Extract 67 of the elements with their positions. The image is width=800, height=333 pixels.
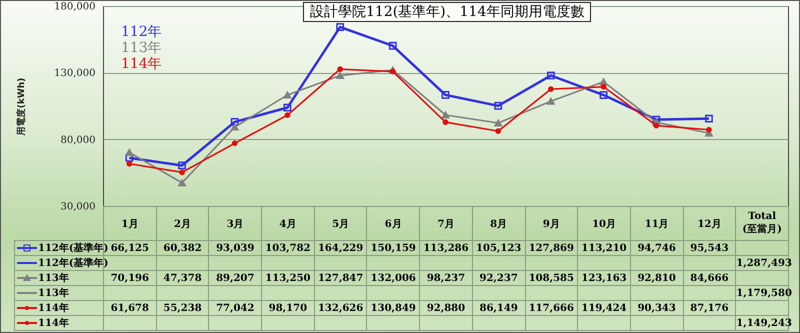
data-label: 87,176 bbox=[683, 300, 736, 316]
data-label: 70,196 bbox=[104, 270, 156, 286]
annotation: 112年 bbox=[121, 23, 162, 40]
data-label: 94,746 bbox=[630, 240, 684, 256]
data-label: 123,163 bbox=[578, 270, 630, 286]
text: Total (至當月) bbox=[736, 206, 788, 240]
data-label: 103,782 bbox=[262, 240, 314, 256]
data-label: 150,159 bbox=[366, 240, 420, 256]
annotation: 113年 bbox=[121, 39, 162, 56]
data-label: 89,207 bbox=[208, 270, 262, 286]
legend-label: 113年 bbox=[38, 273, 69, 284]
data-label: 60,382 bbox=[156, 240, 209, 256]
data-label: 92,880 bbox=[420, 300, 472, 316]
data-label: 132,006 bbox=[366, 270, 420, 286]
y-tick-label: 80,000 bbox=[60, 134, 96, 146]
text: 114年 bbox=[38, 318, 69, 329]
data-label: 119,424 bbox=[578, 300, 630, 316]
x-tick-label: 3月 bbox=[208, 206, 262, 240]
y-axis-title: 用電度(kWh) bbox=[16, 78, 28, 136]
y-tick-label: 30,000 bbox=[60, 202, 96, 212]
data-label: 93,039 bbox=[208, 240, 262, 256]
data-label: 77,042 bbox=[208, 300, 262, 316]
x-tick-label: 4月 bbox=[262, 206, 314, 240]
y-tick-label: 130,000 bbox=[54, 68, 96, 80]
data-label: 55,238 bbox=[156, 300, 209, 316]
data-label: 113,250 bbox=[262, 270, 314, 286]
x-tick-label: 5月 bbox=[314, 206, 367, 240]
text: 1,179,580 bbox=[736, 286, 792, 300]
data-label: 95,543 bbox=[683, 240, 736, 256]
x-tick-label: 9月 bbox=[525, 206, 578, 240]
data-label: 113,210 bbox=[578, 240, 630, 256]
data-label: 164,229 bbox=[314, 240, 367, 256]
data-label: 132,626 bbox=[314, 300, 367, 316]
x-tick-label: 8月 bbox=[472, 206, 525, 240]
legend-label: 114年 bbox=[38, 303, 69, 314]
x-tick-label: 11月 bbox=[630, 206, 684, 240]
data-label: 92,237 bbox=[472, 270, 525, 286]
x-tick-label: 12月 bbox=[683, 206, 736, 240]
data-label: 84,666 bbox=[683, 270, 736, 286]
x-tick-label: 6月 bbox=[366, 206, 420, 240]
x-tick-label: 1月 bbox=[104, 206, 156, 240]
data-label: 108,585 bbox=[525, 270, 578, 286]
annotation: 114年 bbox=[121, 55, 162, 73]
legend-label: 112年(基準年) bbox=[38, 243, 108, 254]
data-label: 105,123 bbox=[472, 240, 525, 256]
data-label: 61,678 bbox=[104, 300, 156, 316]
text: 1,287,493 bbox=[736, 256, 792, 270]
data-label: 47,378 bbox=[156, 270, 209, 286]
text: 113年 bbox=[38, 288, 69, 299]
data-label: 113,286 bbox=[420, 240, 472, 256]
data-label: 90,343 bbox=[630, 300, 684, 316]
data-label: 66,125 bbox=[110, 242, 149, 254]
data-label: 130,849 bbox=[366, 300, 420, 316]
text: 1,149,243 bbox=[736, 316, 792, 330]
chart-title: 設計學院112(基準年)、114年同期用電度數 bbox=[303, 2, 592, 22]
x-tick-label: 10月 bbox=[578, 206, 630, 240]
data-label: 127,847 bbox=[314, 270, 367, 286]
x-tick-label: 2月 bbox=[156, 206, 209, 240]
x-tick-label: 7月 bbox=[420, 206, 472, 240]
y-tick-label: 180,000 bbox=[54, 2, 96, 12]
data-label: 92,810 bbox=[630, 270, 684, 286]
data-label: 98,170 bbox=[262, 300, 314, 316]
data-label: 98,237 bbox=[420, 270, 472, 286]
data-label: 86,149 bbox=[472, 300, 525, 316]
text: 112年(基準年) bbox=[38, 258, 108, 269]
data-label: 127,869 bbox=[525, 240, 578, 256]
data-label: 117,666 bbox=[525, 300, 578, 316]
